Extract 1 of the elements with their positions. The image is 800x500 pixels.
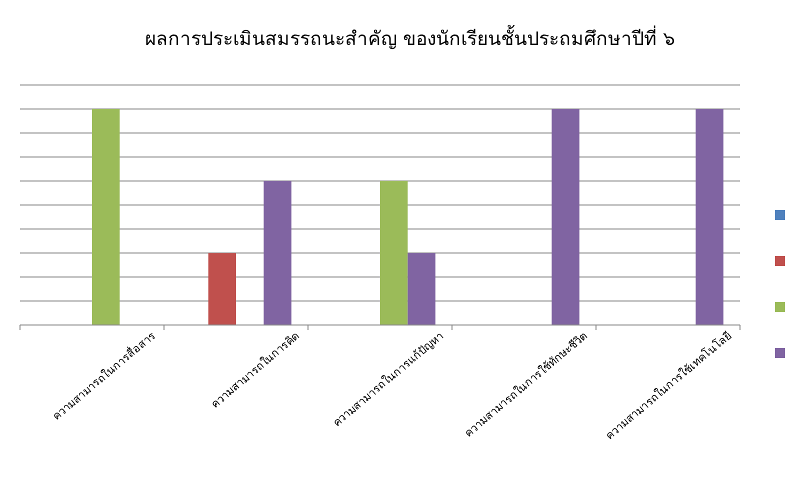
chart-title: ผลการประเมินสมรรถนะสำคัญ ของนักเรียนชั้นประถมศึกษาปีที่ ๖ <box>144 25 676 50</box>
